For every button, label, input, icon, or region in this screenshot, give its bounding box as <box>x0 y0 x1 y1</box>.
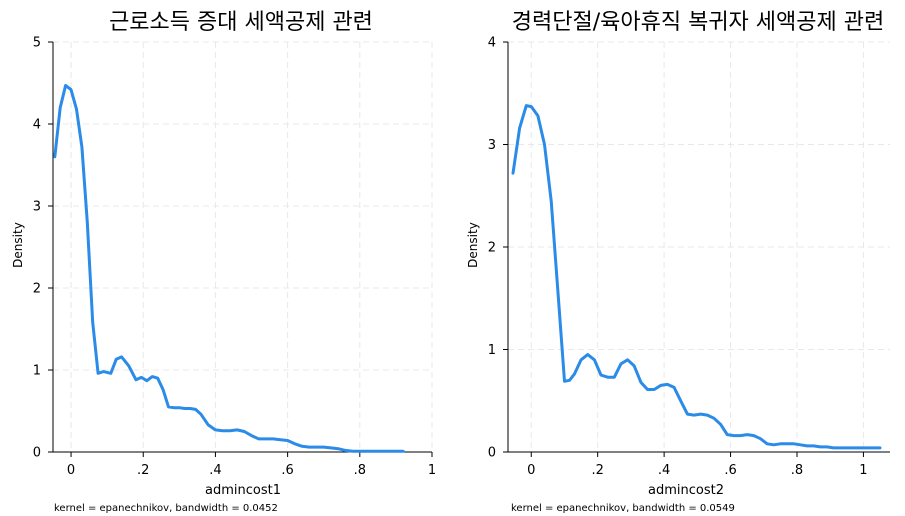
y-tick-label: 2 <box>488 241 496 256</box>
x-tick-label: .4 <box>658 463 670 478</box>
chart-title: 근로소득 증대 세액공제 관련 <box>109 10 373 35</box>
density-line <box>53 84 405 453</box>
x-tick-label: .2 <box>137 463 149 478</box>
y-tick-label: 3 <box>488 138 496 153</box>
x-tick-label: 0 <box>527 463 535 478</box>
x-tick-label: .2 <box>591 463 603 478</box>
y-tick-label: 4 <box>488 36 496 51</box>
x-tick-label: .8 <box>791 463 803 478</box>
x-tick-label: 1 <box>859 463 867 478</box>
x-tick-label: .8 <box>354 463 366 478</box>
x-tick-label: .4 <box>209 463 221 478</box>
chart-panel-admincost2: 경력단절/육아휴직 복귀자 세액공제 관련 0 1 2 3 4 0 .2 .4 .6 .8 1 De… <box>466 10 890 514</box>
y-tick-label: 3 <box>33 200 41 215</box>
y-tick-label: 5 <box>33 36 41 51</box>
y-axis-label: Density <box>466 222 480 268</box>
x-tick-label: .6 <box>724 463 736 478</box>
y-tick-label: 2 <box>33 282 41 297</box>
chart-title: 경력단절/육아휴직 복귀자 세액공제 관련 <box>512 10 884 35</box>
y-tick-label: 0 <box>33 446 41 461</box>
x-axis-label: admincost2 <box>648 483 724 498</box>
x-tick-label: .6 <box>281 463 293 478</box>
plot-area: 0 1 2 3 4 0 .2 .4 .6 .8 1 <box>488 36 890 478</box>
y-axis-label: Density <box>11 222 25 268</box>
y-tick-label: 1 <box>33 364 41 379</box>
chart-panel-admincost1: 근로소득 증대 세액공제 관련 0 1 2 3 4 5 0 .2 .4 .6 .8 1 Density… <box>11 10 436 514</box>
x-tick-label: 1 <box>428 463 436 478</box>
density-line <box>511 104 882 450</box>
y-tick-label: 1 <box>488 343 496 358</box>
y-tick-label: 0 <box>488 446 496 461</box>
kernel-note: kernel = epanechnikov, bandwidth = 0.045… <box>54 503 278 514</box>
x-tick-label: 0 <box>67 463 75 478</box>
plot-area: 0 1 2 3 4 5 0 .2 .4 .6 .8 1 <box>33 36 436 479</box>
kernel-note: kernel = epanechnikov, bandwidth = 0.054… <box>511 503 735 514</box>
y-tick-label: 4 <box>33 118 41 133</box>
x-axis-label: admincost1 <box>205 483 281 498</box>
